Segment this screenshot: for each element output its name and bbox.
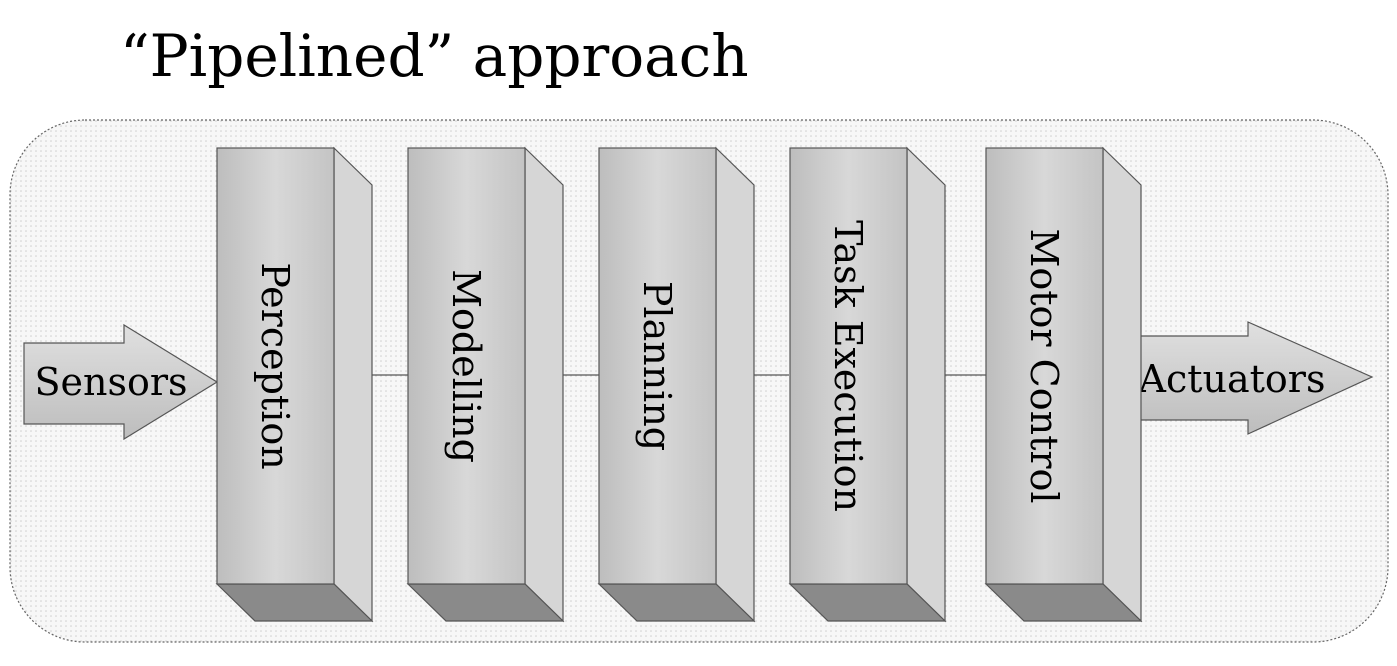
stage-side-face	[1102, 146, 1142, 623]
stage-front-face	[407, 147, 526, 585]
stage-front-face	[598, 147, 717, 585]
stage-front-face	[985, 147, 1104, 585]
actuators-label: Actuators	[1138, 357, 1326, 401]
stage-modelling: Modelling	[406, 146, 565, 623]
stage-label: Motor Control	[1022, 228, 1066, 503]
stage-perception: Perception	[215, 146, 374, 623]
stage-front-face	[789, 147, 908, 585]
diagram-title: “Pipelined” approach	[120, 22, 749, 90]
stage-front-face	[216, 147, 335, 585]
stage-side-face	[333, 146, 373, 623]
stage-side-face	[906, 146, 946, 623]
stage-task-execution: Task Execution	[788, 146, 947, 623]
stage-side-face	[524, 146, 564, 623]
sensors-label: Sensors	[34, 360, 187, 404]
sensors-arrow: Sensors	[23, 323, 219, 441]
stage-label: Task Execution	[826, 220, 870, 512]
stage-side-face	[715, 146, 755, 623]
stage-planning: Planning	[597, 146, 756, 623]
stage-label: Perception	[253, 262, 297, 469]
stage-motor-control: Motor Control	[984, 146, 1143, 623]
stage-label: Planning	[635, 281, 679, 451]
actuators-arrow: Actuators	[1119, 321, 1374, 435]
stage-label: Modelling	[444, 269, 488, 463]
